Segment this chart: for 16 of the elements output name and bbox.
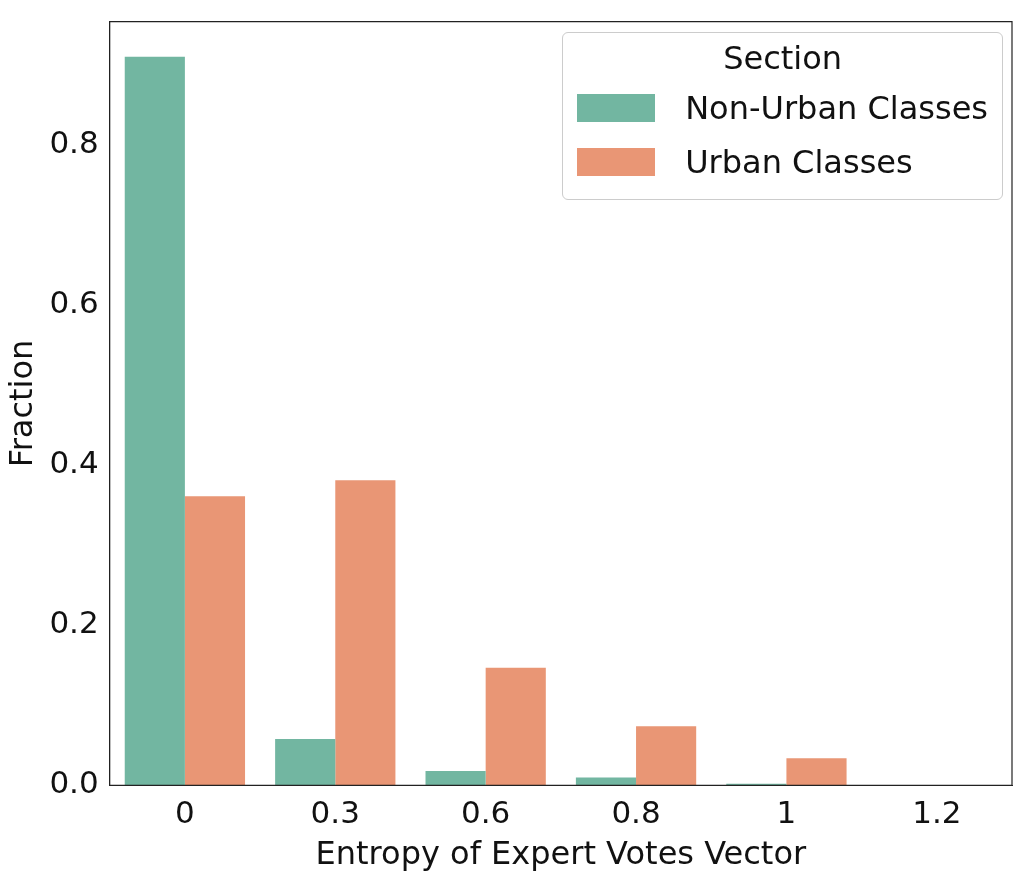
- y-tick-label: 0.4: [49, 444, 99, 481]
- legend-label: Urban Classes: [685, 143, 913, 181]
- x-tick-label: 0.3: [310, 794, 360, 831]
- y-tick-label: 0.8: [49, 123, 99, 160]
- y-tick-label: 0.2: [49, 604, 99, 641]
- x-tick-label: 1: [776, 794, 797, 831]
- y-tick-label: 0.0: [49, 764, 99, 801]
- y-tick-label: 0.6: [49, 284, 99, 321]
- legend-title: Section: [722, 39, 843, 77]
- x-axis-title: Entropy of Expert Votes Vector: [315, 834, 807, 873]
- x-tick-label: 0: [175, 794, 195, 831]
- x-tick-label: 1.2: [912, 794, 962, 831]
- x-tick-label: 0.8: [611, 794, 661, 831]
- y-axis-title: Fraction: [1, 339, 40, 468]
- x-tick-label: 0.6: [461, 794, 511, 831]
- legend-label: Non-Urban Classes: [685, 89, 988, 127]
